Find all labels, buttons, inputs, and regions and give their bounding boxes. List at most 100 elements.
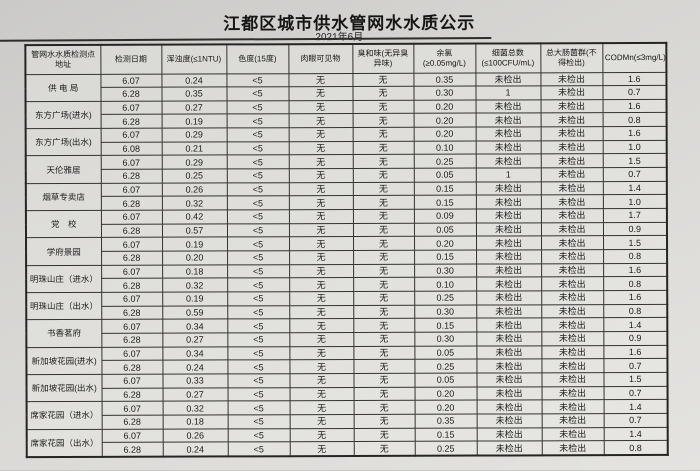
data-cell: <5 (227, 305, 290, 320)
data-cell: 未检出 (476, 277, 542, 292)
data-cell: <5 (227, 441, 290, 457)
data-cell: 无 (288, 223, 354, 238)
data-cell: 0.20 (414, 236, 477, 251)
data-cell: 0.34 (162, 346, 228, 361)
data-cell: 0.7 (602, 167, 667, 182)
data-cell: 无 (289, 264, 354, 279)
data-cell: 0.9 (602, 222, 668, 236)
header-cell-7: 细菌总数(≤100CFU/mL) (475, 43, 541, 73)
data-cell: 0.29 (161, 128, 227, 142)
data-cell: 未检出 (541, 386, 604, 401)
data-cell: 无 (288, 127, 353, 142)
data-cell: 未检出 (475, 113, 541, 128)
data-cell: 无 (289, 291, 354, 306)
data-cell: 未检出 (540, 154, 603, 168)
data-cell: 6.28 (101, 305, 163, 320)
data-cell: 0.8 (602, 112, 667, 127)
data-cell: 未检出 (475, 181, 541, 196)
data-cell: 未检出 (541, 372, 604, 387)
data-cell: 6.28 (101, 387, 163, 402)
data-cell: 1.6 (602, 99, 667, 114)
data-cell: 未检出 (540, 208, 603, 223)
data-cell: 无 (288, 182, 353, 197)
header-cell-8: 总大肠菌群(不得检出) (540, 43, 603, 73)
data-cell: 0.19 (162, 291, 228, 306)
header-cell-6: 余氯(≥0.05mg/L) (413, 43, 476, 73)
data-cell: 0.30 (414, 332, 477, 346)
data-cell: 0.18 (162, 414, 228, 429)
data-cell: 6.28 (100, 114, 162, 129)
data-cell: 无 (352, 113, 414, 128)
data-cell: 未检出 (541, 249, 604, 264)
data-cell: 6.07 (101, 237, 163, 252)
data-cell: 无 (353, 250, 415, 265)
data-cell: 未检出 (475, 140, 541, 155)
data-cell: 1.5 (602, 153, 667, 168)
data-cell: 1 (475, 85, 541, 100)
data-cell: 1.6 (602, 126, 667, 141)
data-cell: 无 (353, 373, 415, 388)
data-cell: 0.24 (162, 360, 228, 375)
data-cell: 未检出 (476, 331, 542, 346)
data-cell: 无 (352, 209, 414, 224)
data-cell: <5 (227, 264, 290, 279)
data-cell: 未检出 (476, 359, 542, 373)
data-cell: 0.20 (414, 386, 477, 401)
header-cell-3: 色度(15度) (226, 44, 289, 74)
data-cell: <5 (227, 359, 290, 374)
data-cell: 6.28 (100, 87, 162, 102)
data-cell: 6.28 (100, 196, 162, 211)
data-cell: 0.59 (162, 305, 228, 320)
data-cell: 未检出 (541, 276, 604, 291)
data-cell: 未检出 (475, 222, 542, 237)
data-cell: 无 (289, 359, 354, 374)
data-cell: 未检出 (476, 441, 542, 456)
data-cell: 1.6 (602, 71, 667, 86)
table-row: 6.28 0.24 <5 无无 0.25 未检出 未检出 0.8 (27, 440, 668, 458)
header-cell-4: 肉眼可见物 (288, 43, 353, 74)
site-name-cell-5: 党 校 (25, 210, 102, 239)
data-cell: 未检出 (541, 413, 604, 428)
data-cell: 无 (352, 154, 414, 169)
data-cell: 未检出 (476, 318, 542, 333)
data-cell: 6.28 (101, 360, 163, 375)
data-cell: 未检出 (540, 195, 603, 209)
data-cell: 无 (352, 100, 414, 114)
data-cell: <5 (226, 100, 289, 115)
data-cell: 6.07 (101, 374, 163, 388)
data-cell: <5 (226, 182, 289, 197)
data-cell: 无 (353, 386, 415, 401)
data-cell: 未检出 (541, 331, 604, 346)
data-cell: 0.35 (414, 413, 477, 428)
data-cell: 0.32 (161, 196, 227, 211)
data-cell: <5 (227, 250, 290, 265)
data-cell: 无 (288, 72, 353, 87)
data-cell: 0.8 (603, 304, 668, 318)
data-cell: 0.09 (413, 209, 476, 223)
data-cell: 无 (353, 400, 415, 415)
data-cell: 无 (288, 168, 353, 183)
data-cell: 0.05 (413, 222, 477, 237)
data-cell: 未检出 (475, 99, 541, 114)
data-cell: 0.20 (413, 99, 476, 114)
data-cell: <5 (226, 155, 289, 170)
data-cell: 未检出 (475, 208, 541, 223)
data-cell: 0.30 (414, 304, 477, 319)
header-cell-5: 臭和味(无异臭异味) (352, 43, 414, 73)
data-cell: 无 (288, 113, 353, 128)
header-cell-0: 管网水水质检测点地址 (25, 44, 101, 75)
data-cell: 0.7 (603, 358, 668, 373)
data-cell: 1.0 (602, 140, 667, 155)
data-cell: 0.32 (162, 278, 228, 293)
data-cell: 未检出 (540, 72, 603, 86)
data-cell: 无 (352, 72, 414, 87)
data-cell: 0.33 (162, 373, 228, 388)
site-name-cell-13: 席家花园（出水） (26, 428, 102, 458)
data-cell: 未检出 (540, 99, 603, 114)
data-cell: 1.0 (602, 194, 667, 209)
data-cell: 无 (289, 236, 354, 251)
site-name-cell-3: 天伦雅居 (25, 155, 101, 184)
data-cell: 0.10 (413, 140, 476, 155)
data-cell: 未检出 (476, 372, 542, 387)
